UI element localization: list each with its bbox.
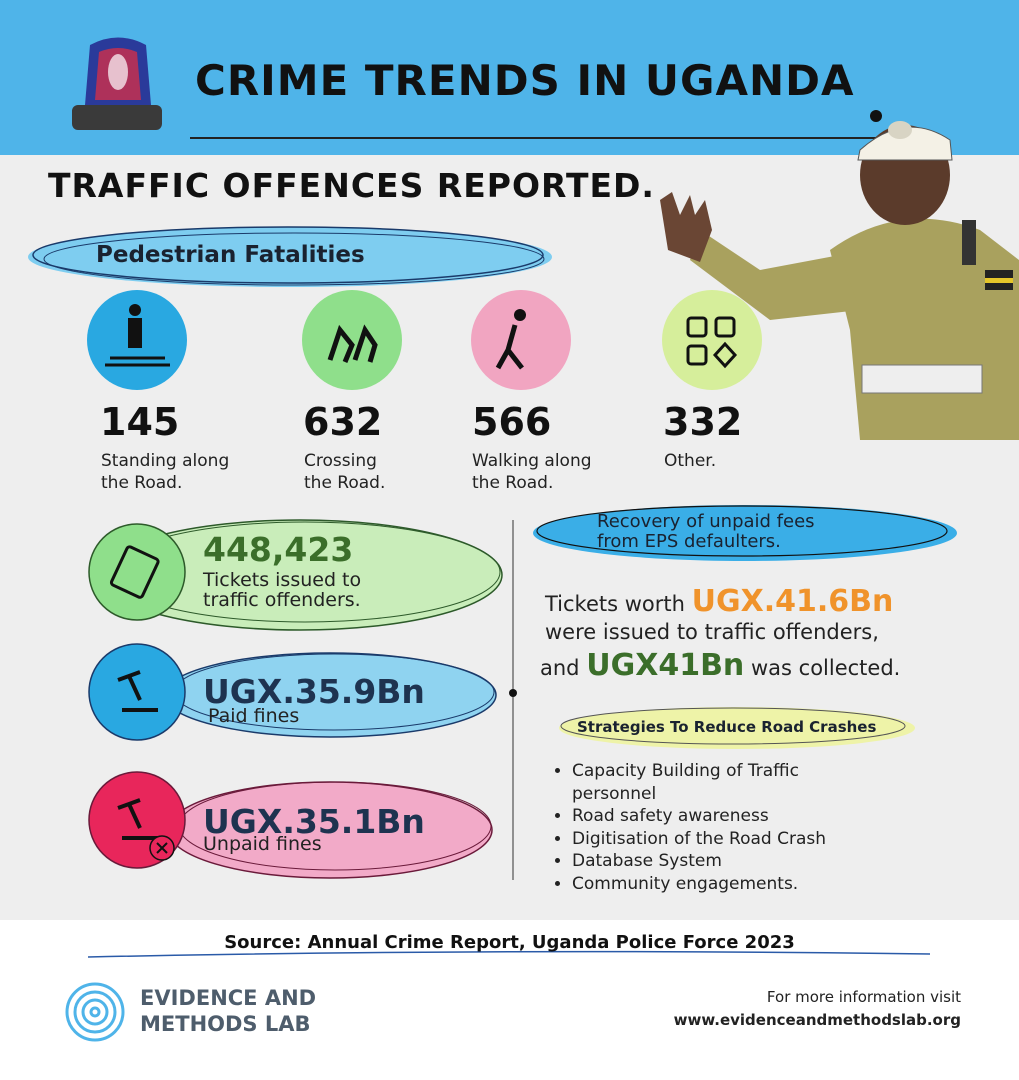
pedestrian-title: Pedestrian Fatalities (96, 242, 365, 268)
page-title: CRIME TRENDS IN UGANDA (195, 56, 855, 105)
label-line: the Road. (304, 473, 386, 493)
stat-value: 332 (663, 400, 743, 444)
text: Tickets worth (545, 592, 685, 616)
pedestrian-title-ellipse (28, 226, 552, 287)
recovery-ellipse (533, 505, 957, 561)
section-title: TRAFFIC OFFENCES REPORTED. (48, 166, 655, 205)
recovery-sentence: Tickets worth UGX.41.6Bn (545, 584, 893, 619)
divider-dot (509, 689, 517, 697)
label-line: Standing along (101, 451, 230, 471)
label-line: Other. (664, 451, 717, 471)
stat-value: 632 (303, 400, 383, 444)
logo-mark (65, 982, 125, 1042)
strategy-item: Database System (572, 850, 842, 873)
label-line: Tickets issued to (203, 569, 362, 591)
logo-text: METHODS LAB (140, 1012, 311, 1036)
recovery-sentence: and UGX41Bn was collected. (540, 648, 900, 683)
strategies-title: Strategies To Reduce Road Crashes (577, 718, 877, 736)
text: and (540, 656, 580, 680)
stat-label: Crossing the Road. (304, 450, 385, 494)
police-officer-illustration (660, 121, 1019, 440)
title-line: Recovery of unpaid fees (597, 511, 815, 532)
stat-label: Other. (664, 450, 716, 472)
label-line: Walking along (472, 451, 592, 471)
footer-url: www.evidenceandmethodslab.org (673, 1011, 961, 1029)
rule-dot (870, 110, 882, 122)
logo-text: EVIDENCE AND (140, 986, 317, 1010)
text: was collected. (750, 656, 901, 680)
tickets-value: 448,423 (203, 530, 354, 569)
label-line: the Road. (101, 473, 183, 493)
amount-collected: UGX41Bn (586, 648, 745, 683)
strategy-item: Community engagements. (572, 873, 842, 896)
source-note: Source: Annual Crime Report, Uganda Poli… (224, 932, 795, 953)
stat-label: Walking along the Road. (472, 450, 592, 494)
recovery-title: Recovery of unpaid fees from EPS default… (597, 512, 815, 552)
strategies-ellipse (559, 707, 915, 749)
footer-text: For more information visit (766, 988, 961, 1006)
source-rule (87, 950, 931, 958)
strategy-item: Capacity Building of Traffic personnel (572, 760, 842, 805)
paid-badge (88, 643, 497, 741)
label-line: the Road. (472, 473, 554, 493)
stat-value: 566 (472, 400, 552, 444)
stat-label: Standing along the Road. (101, 450, 229, 494)
label-line: traffic offenders. (203, 589, 361, 611)
strategy-item: Digitisation of the Road Crash (572, 828, 842, 851)
stat-value: 145 (100, 400, 180, 444)
paid-value: UGX.35.9Bn (203, 672, 425, 711)
unpaid-value: UGX.35.1Bn (203, 802, 425, 841)
strategy-item: Road safety awareness (572, 805, 842, 828)
pedestrian-icons (87, 290, 762, 390)
paid-label: Paid fines (208, 705, 300, 727)
unpaid-label: Unpaid fines (203, 833, 322, 855)
strategies-list: Capacity Building of Traffic personnel R… (552, 760, 842, 895)
tickets-label: Tickets issued to traffic offenders. (203, 570, 361, 610)
tickets-badge (88, 519, 503, 631)
siren-icon (72, 37, 162, 130)
recovery-sentence: were issued to traffic offenders, (545, 620, 879, 644)
amount-issued: UGX.41.6Bn (691, 584, 894, 619)
header-band (0, 0, 1019, 155)
unpaid-badge (88, 771, 493, 879)
label-line: Crossing (304, 451, 377, 471)
title-line: from EPS defaulters. (597, 531, 781, 552)
